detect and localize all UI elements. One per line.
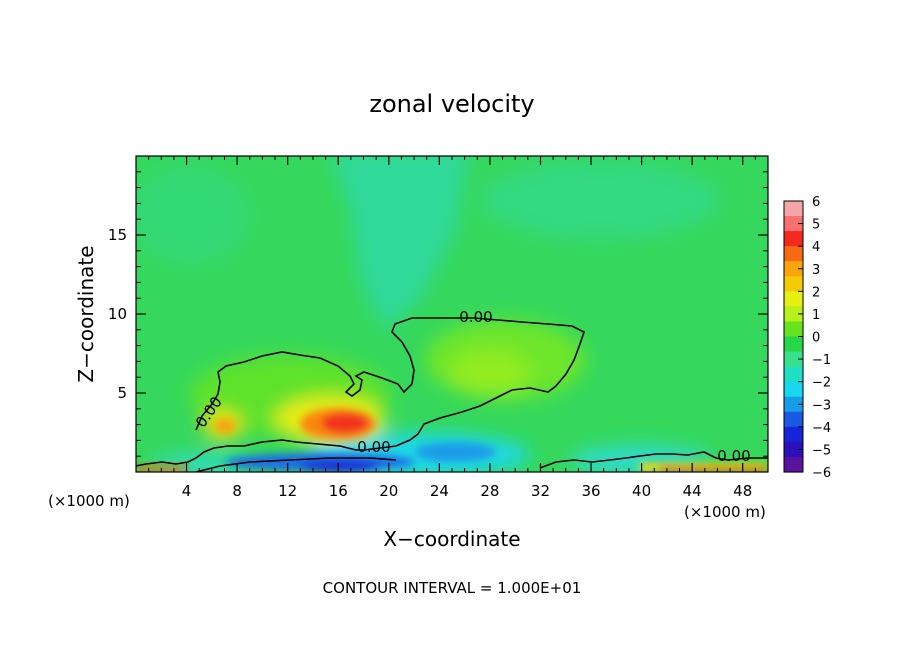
colorbar-tick-label: 4: [812, 240, 820, 255]
colorbar-tick-label: −5: [812, 443, 831, 458]
x-tick-label: 44: [683, 482, 702, 500]
colorbar-tick-label: 1: [812, 308, 820, 323]
x-tick-label: 12: [278, 482, 297, 500]
colorbar-tick-label: −3: [812, 398, 831, 413]
y-tick-label: 10: [108, 305, 127, 323]
colorbar-swatch: [784, 396, 803, 413]
colorbar-swatch: [784, 456, 803, 473]
x-tick-label: 48: [733, 482, 752, 500]
y-axis-label: Z−coordinate: [74, 245, 98, 382]
x-tick-label: 8: [232, 482, 242, 500]
colorbar-swatch: [784, 306, 803, 323]
field-orange-left: [215, 419, 235, 433]
x-tick-label: 24: [430, 482, 449, 500]
heatmap-field: [136, 156, 768, 472]
y-axis-ticks: 5 10 15: [108, 171, 768, 457]
colorbar-ticks: 6 5 4 3 2 1 0 −1 −2 −3 −4 −5 −6: [798, 195, 831, 481]
colorbar-tick-label: 0: [812, 331, 820, 346]
field-green-aloft-core: [450, 350, 530, 394]
x-tick-label: 40: [632, 482, 651, 500]
colorbar: [783, 200, 804, 473]
colorbar-swatch: [784, 201, 803, 217]
field-teal-column: [332, 156, 469, 330]
x-axis-ticks: 4 8 12 16 20 24 28 32 36 40 44 48: [148, 156, 756, 500]
contour-label-aloft: 0.00: [459, 308, 492, 326]
colorbar-tick-label: −4: [812, 421, 831, 436]
field-darkblue-jet: [300, 460, 380, 472]
field-blue-mid: [415, 442, 495, 462]
colorbar-swatch: [784, 321, 803, 338]
colorbar-swatch: [784, 246, 803, 262]
contour-label-right: 0.00: [717, 447, 750, 465]
colorbar-swatch: [784, 261, 803, 277]
field-teal-upper: [480, 160, 720, 240]
x-unit-label-right: (×1000 m): [684, 503, 766, 521]
y-tick-label: 15: [108, 226, 127, 244]
x-tick-label: 4: [182, 482, 192, 500]
colorbar-tick-label: 3: [812, 263, 820, 278]
contour-surface-right: [539, 451, 768, 469]
contour-surface-bottom: [195, 457, 397, 472]
colorbar-swatch: [784, 426, 803, 443]
x-tick-label: 32: [531, 482, 550, 500]
chart-title: zonal velocity: [369, 90, 534, 118]
colorbar-tick-label: 5: [812, 218, 820, 233]
colorbar-tick-label: −2: [812, 376, 831, 391]
field-surface-red: [660, 467, 768, 472]
colorbar-swatch: [784, 231, 803, 247]
colorbar-swatch: [784, 216, 803, 232]
x-unit-label-left: (×1000 m): [48, 492, 130, 510]
x-tick-label: 16: [329, 482, 348, 500]
colorbar-tick-label: −6: [812, 466, 831, 481]
colorbar-tick-label: 6: [812, 195, 820, 210]
colorbar-swatch: [784, 291, 803, 307]
x-axis-label: X−coordinate: [383, 527, 520, 551]
colorbar-swatch: [784, 381, 803, 398]
colorbar-swatch: [784, 441, 803, 458]
colorbar-tick-label: −1: [812, 353, 831, 368]
colorbar-swatch: [784, 276, 803, 292]
y-tick-label: 5: [117, 384, 127, 402]
colorbar-swatch: [784, 351, 803, 368]
contour-main: [195, 317, 585, 451]
colorbar-swatch: [784, 411, 803, 428]
x-tick-label: 36: [581, 482, 600, 500]
colorbar-tick-label: 2: [812, 285, 820, 300]
field-red-core: [321, 413, 369, 433]
x-tick-label: 20: [379, 482, 398, 500]
contour-label-center: 0.00: [357, 438, 390, 456]
field-teal-left: [136, 165, 250, 265]
contour-lower: [136, 439, 357, 467]
contour-interval-note: CONTOUR INTERVAL = 1.000E+01: [323, 579, 582, 597]
zero-contours: [136, 317, 768, 472]
colorbar-swatch: [784, 366, 803, 383]
x-tick-label: 28: [480, 482, 499, 500]
colorbar-swatch: [784, 336, 803, 353]
